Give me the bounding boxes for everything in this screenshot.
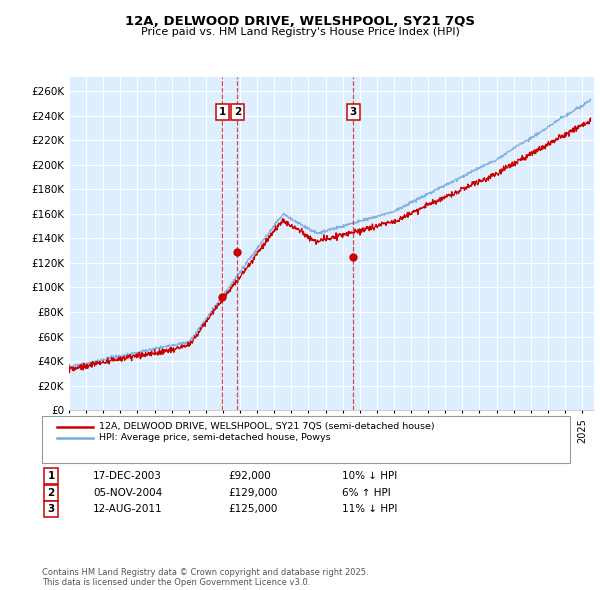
Text: 17-DEC-2003: 17-DEC-2003 (93, 471, 162, 481)
Text: £129,000: £129,000 (228, 488, 277, 497)
Text: 3: 3 (47, 504, 55, 514)
Text: 12A, DELWOOD DRIVE, WELSHPOOL, SY21 7QS: 12A, DELWOOD DRIVE, WELSHPOOL, SY21 7QS (125, 15, 475, 28)
Text: 10% ↓ HPI: 10% ↓ HPI (342, 471, 397, 481)
Text: HPI: Average price, semi-detached house, Powys: HPI: Average price, semi-detached house,… (99, 433, 331, 442)
Text: 3: 3 (350, 107, 357, 117)
Text: 11% ↓ HPI: 11% ↓ HPI (342, 504, 397, 514)
Text: £125,000: £125,000 (228, 504, 277, 514)
Text: 6% ↑ HPI: 6% ↑ HPI (342, 488, 391, 497)
Text: 12-AUG-2011: 12-AUG-2011 (93, 504, 163, 514)
Text: 2: 2 (47, 488, 55, 497)
Text: 12A, DELWOOD DRIVE, WELSHPOOL, SY21 7QS (semi-detached house): 12A, DELWOOD DRIVE, WELSHPOOL, SY21 7QS … (99, 422, 434, 431)
Text: £92,000: £92,000 (228, 471, 271, 481)
Text: 05-NOV-2004: 05-NOV-2004 (93, 488, 162, 497)
Text: 1: 1 (218, 107, 226, 117)
Text: 1: 1 (47, 471, 55, 481)
Text: 2: 2 (233, 107, 241, 117)
Text: Contains HM Land Registry data © Crown copyright and database right 2025.
This d: Contains HM Land Registry data © Crown c… (42, 568, 368, 587)
Text: Price paid vs. HM Land Registry's House Price Index (HPI): Price paid vs. HM Land Registry's House … (140, 27, 460, 37)
